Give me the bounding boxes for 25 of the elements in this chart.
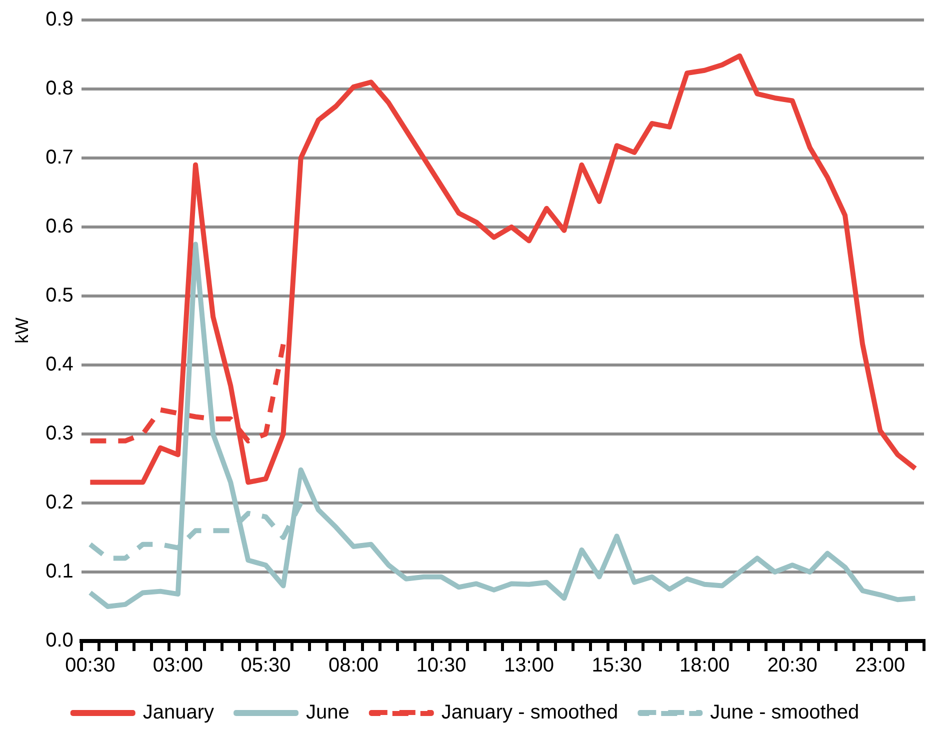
x-tick-label: 13:00 <box>504 654 554 677</box>
y-axis-title: kW <box>12 318 32 344</box>
x-tick-label: 20:30 <box>767 654 818 677</box>
legend-label: January - smoothed <box>441 702 618 724</box>
y-tick-label: 0.1 <box>46 560 74 583</box>
x-tick-label: 08:00 <box>328 654 379 677</box>
x-tick-label: 15:30 <box>592 654 642 677</box>
x-tick-label: 23:00 <box>855 654 906 677</box>
y-tick-label: 0.5 <box>46 284 74 307</box>
y-tick-label: 0.0 <box>46 630 74 652</box>
x-tick-label: 18:00 <box>680 654 730 677</box>
legend-label: June <box>306 702 350 724</box>
y-tick-label: 0.2 <box>46 492 74 514</box>
x-tick-label: 03:00 <box>152 654 203 677</box>
y-tick-label: 0.8 <box>46 78 74 100</box>
x-tick-label: 05:30 <box>240 654 291 677</box>
y-tick-label: 0.7 <box>46 146 74 169</box>
x-tick-label: 10:30 <box>416 654 466 677</box>
y-tick-label: 0.6 <box>46 216 74 238</box>
legend-label: January <box>142 702 214 724</box>
x-tick-label: 00:30 <box>65 654 116 677</box>
y-tick-label: 0.9 <box>46 8 74 31</box>
y-tick-label: 0.4 <box>46 354 74 376</box>
legend-label: June - smoothed <box>710 702 860 724</box>
y-tick-label: 0.3 <box>46 422 74 445</box>
